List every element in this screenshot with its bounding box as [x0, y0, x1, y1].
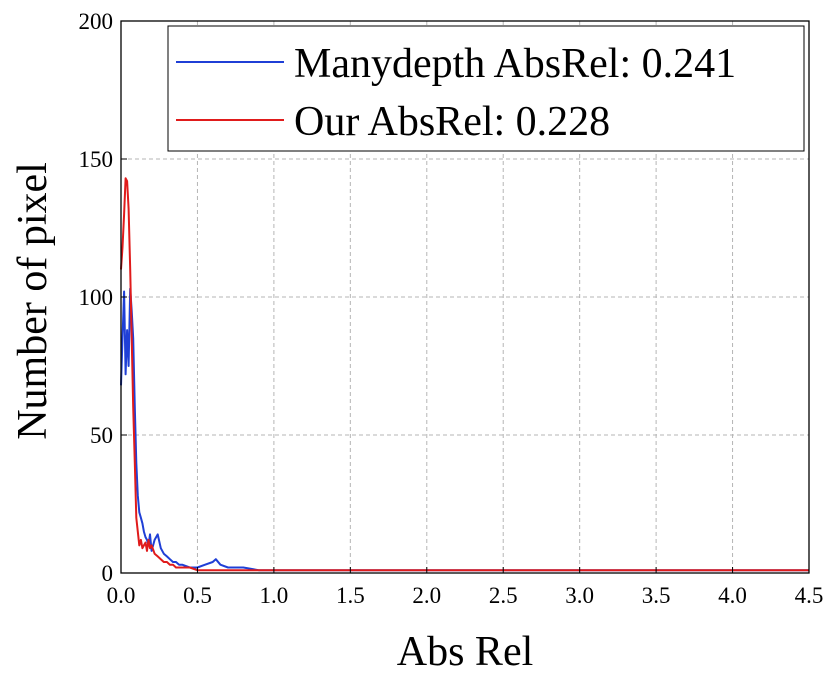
series-line-0	[120, 287, 809, 572]
y-tick-label: 50	[90, 423, 113, 448]
legend-label-manydepth: Manydepth AbsRel: 0.241	[294, 41, 736, 87]
x-tick-label: 2.0	[412, 583, 441, 608]
x-tick-label: 3.5	[642, 583, 671, 608]
y-tick-label: 0	[102, 561, 114, 586]
x-axis-label: Abs Rel	[397, 629, 534, 675]
x-tick-label: 4.0	[718, 583, 747, 608]
x-tick-label: 4.5	[795, 583, 824, 608]
legend: Manydepth AbsRel: 0.241 Our AbsRel: 0.22…	[167, 25, 805, 152]
x-tick-label: 1.0	[260, 583, 289, 608]
series-line-1	[120, 177, 809, 572]
x-tick-label: 2.5	[489, 583, 518, 608]
x-tick-label: 0.0	[107, 583, 136, 608]
y-tick-label: 150	[79, 147, 114, 172]
series-layer	[120, 177, 809, 572]
x-tick-label: 1.5	[336, 583, 365, 608]
x-tick-label: 3.0	[565, 583, 594, 608]
y-ticks: 0 50 100 150 200	[79, 9, 127, 586]
y-axis-label: Number of pixel	[10, 162, 56, 440]
legend-box	[167, 25, 805, 152]
x-ticks: 0.0 0.5 1.0 1.5 2.0 2.5 3.0 3.5 4.0 4.5	[107, 567, 824, 608]
legend-label-ours: Our AbsRel: 0.228	[294, 99, 610, 145]
y-tick-label: 100	[79, 285, 114, 310]
x-tick-label: 0.5	[183, 583, 212, 608]
y-tick-label: 200	[79, 9, 114, 34]
